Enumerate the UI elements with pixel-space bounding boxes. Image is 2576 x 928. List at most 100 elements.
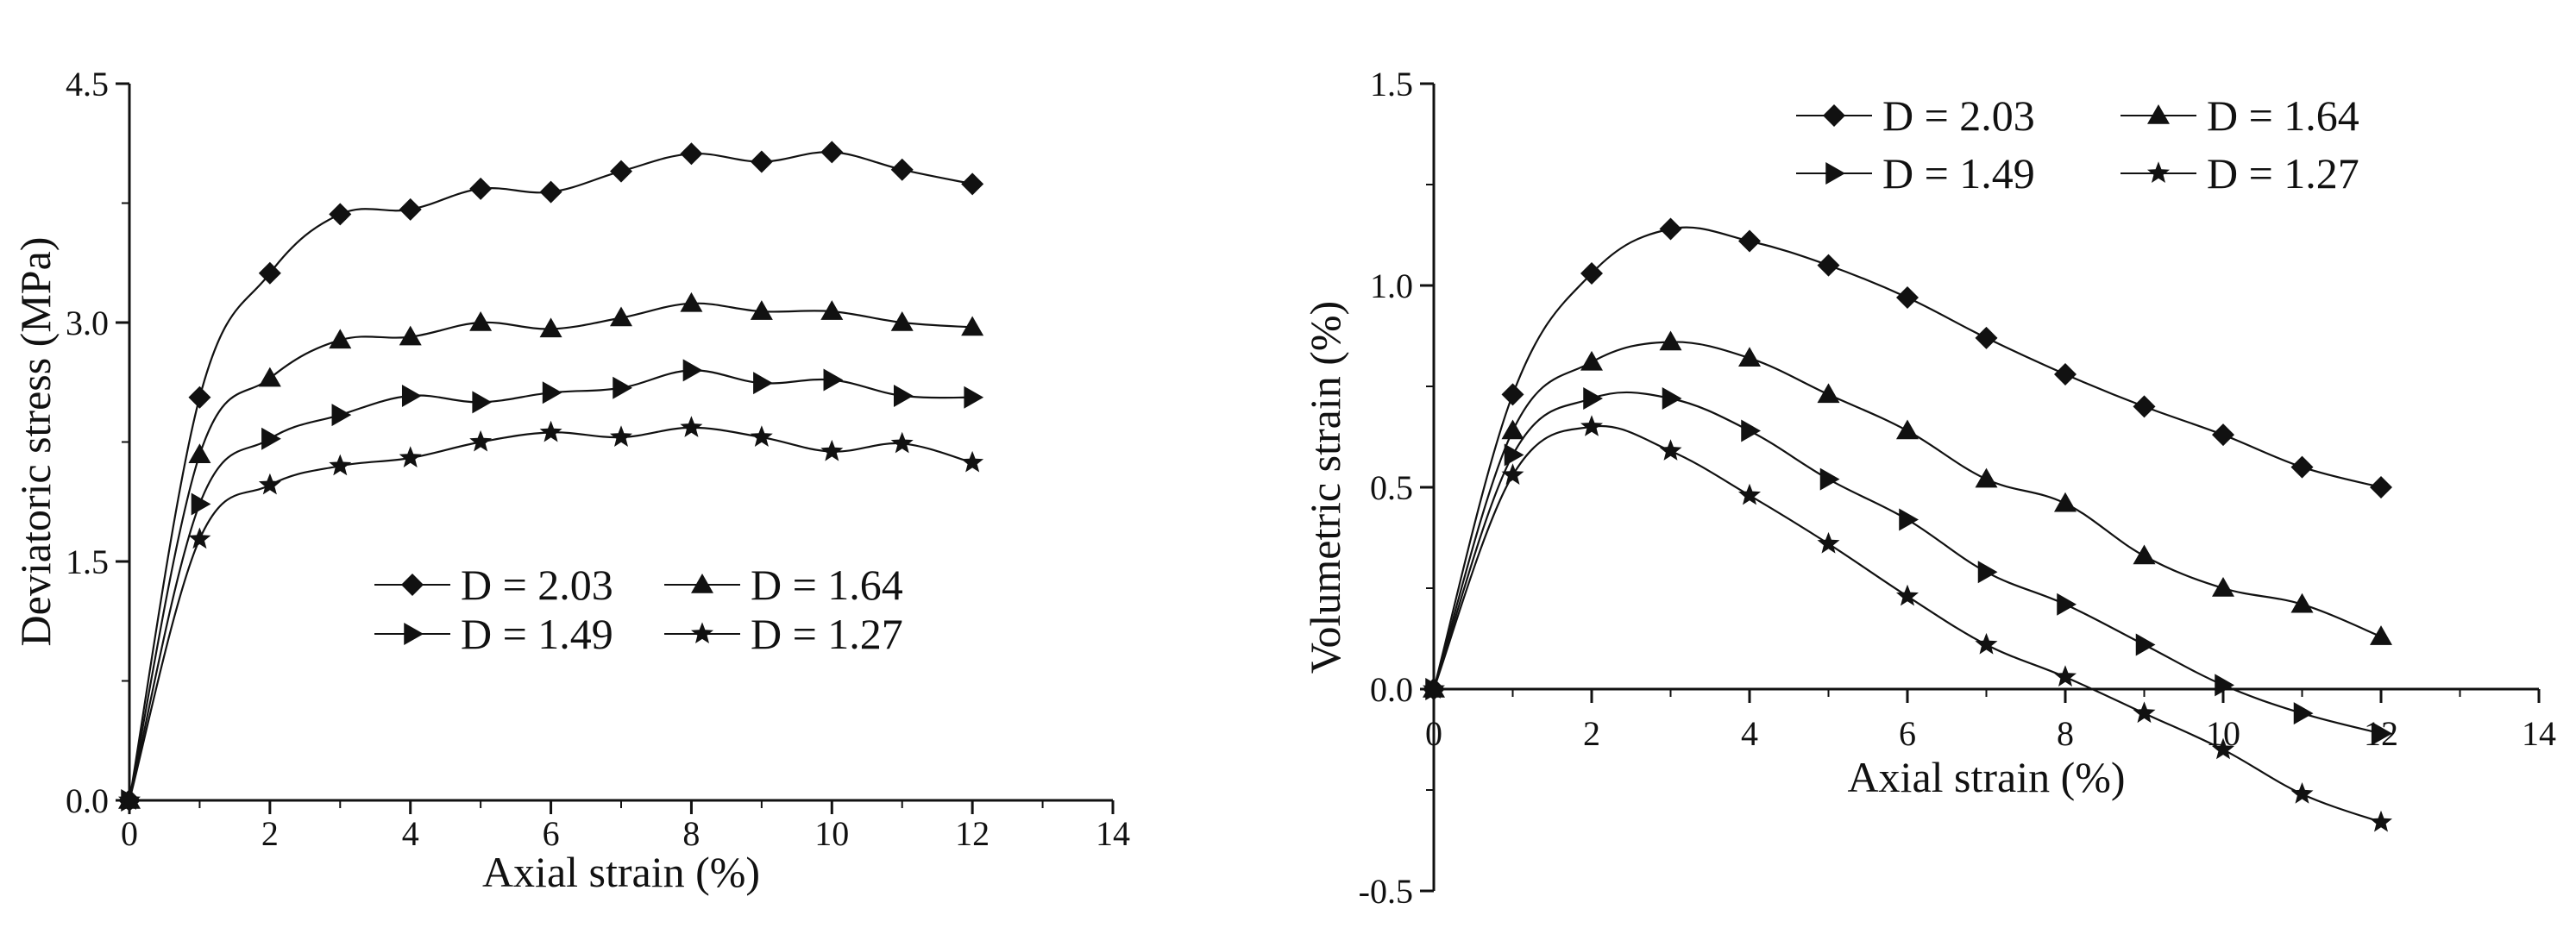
x-tick-label: 2 xyxy=(1583,714,1600,753)
data-point xyxy=(961,450,984,473)
data-point xyxy=(188,386,211,409)
data-point xyxy=(2133,544,2156,565)
legend-label: D = 1.49 xyxy=(1882,149,2035,198)
data-point xyxy=(329,203,352,226)
legend: D = 2.03 D = 1.64 D = 1.49 D = 1.27 xyxy=(374,561,903,658)
data-point xyxy=(2054,362,2077,386)
data-point xyxy=(539,180,562,204)
data-point xyxy=(2370,810,2392,832)
data-point xyxy=(823,368,844,392)
data-point xyxy=(469,311,493,331)
data-point xyxy=(399,446,422,467)
data-point xyxy=(2293,702,2314,725)
data-point xyxy=(1817,531,1840,554)
data-point xyxy=(1975,467,1998,488)
data-point xyxy=(472,391,493,414)
data-point xyxy=(753,372,773,395)
data-point xyxy=(610,306,632,327)
data-point xyxy=(893,384,914,407)
data-point xyxy=(118,788,141,810)
series-3 xyxy=(121,359,984,812)
y-tick-label: 0.0 xyxy=(1370,670,1413,709)
x-axis-title: Axial strain (%) xyxy=(482,848,760,896)
data-point xyxy=(610,160,632,183)
data-point xyxy=(1977,561,1998,584)
data-point xyxy=(401,384,422,407)
data-point xyxy=(2057,593,2077,616)
series-1 xyxy=(118,141,984,812)
data-point xyxy=(1741,419,1761,442)
x-tick-label: 2 xyxy=(261,814,279,853)
x-axis-title: Axial strain (%) xyxy=(1847,753,2125,801)
data-point xyxy=(1501,383,1524,406)
data-point xyxy=(680,416,703,437)
legend-marker xyxy=(404,623,424,645)
data-point xyxy=(1501,463,1524,485)
data-point xyxy=(682,359,703,382)
legend-item: D = 1.49 xyxy=(1796,149,2035,198)
data-point xyxy=(1423,677,1445,699)
data-point xyxy=(750,300,773,320)
series-line xyxy=(1432,341,2382,690)
data-point xyxy=(1580,350,1603,371)
y-axis-title: Deviatoric stress (MPa) xyxy=(11,237,60,647)
data-point xyxy=(1659,439,1682,461)
data-point xyxy=(1738,483,1761,505)
data-point xyxy=(820,439,844,461)
data-point xyxy=(469,177,493,200)
data-point xyxy=(890,431,914,454)
series-line xyxy=(128,151,973,801)
data-point xyxy=(961,172,984,196)
data-point xyxy=(613,376,632,399)
data-point xyxy=(2290,782,2314,804)
legend-label: D = 1.49 xyxy=(461,610,613,658)
data-point xyxy=(1501,419,1524,440)
legend-label: D = 1.64 xyxy=(2207,91,2359,140)
legend-item: D = 1.64 xyxy=(2120,91,2359,140)
x-tick-label: 0 xyxy=(121,814,138,853)
data-point xyxy=(1975,326,1998,349)
legend-marker xyxy=(1823,104,1845,127)
data-point xyxy=(2370,625,2392,645)
legend-marker xyxy=(691,574,713,593)
series-4 xyxy=(1423,415,2392,832)
legend-label: D = 1.27 xyxy=(2207,149,2359,198)
x-tick-label: 8 xyxy=(2057,714,2074,753)
data-point xyxy=(399,198,422,221)
y-tick-label: 1.0 xyxy=(1370,266,1413,305)
data-point xyxy=(1975,632,1998,655)
data-point xyxy=(469,430,493,452)
data-point xyxy=(2212,577,2234,597)
y-tick-label: 1.5 xyxy=(1370,65,1413,103)
legend-item: D = 1.49 xyxy=(374,610,613,658)
legend-item: D = 1.27 xyxy=(2120,149,2359,198)
data-point xyxy=(542,381,562,404)
legend-label: D = 1.27 xyxy=(751,610,903,658)
data-point xyxy=(329,454,352,476)
data-point xyxy=(2054,492,2077,512)
data-point xyxy=(890,158,914,181)
legend-label: D = 1.64 xyxy=(751,561,903,609)
x-tick-label: 4 xyxy=(402,814,419,853)
chart-1: 0.0 1.5 3.0 4.5 0 2 4 6 8 10 12 14 Axial strain (%) D… xyxy=(11,65,1130,896)
data-point xyxy=(2215,674,2234,697)
data-point xyxy=(539,317,562,338)
data-point xyxy=(258,367,281,387)
series-4 xyxy=(118,416,984,810)
series-line xyxy=(1432,226,2382,690)
x-tick-label: 4 xyxy=(1741,714,1758,753)
data-point xyxy=(188,443,211,464)
data-point xyxy=(1659,217,1682,241)
legend-marker xyxy=(691,622,713,643)
data-point xyxy=(964,386,984,409)
data-point xyxy=(1738,229,1761,253)
y-tick-label: 1.5 xyxy=(66,542,109,581)
data-point xyxy=(2290,593,2314,613)
legend-marker xyxy=(2147,104,2170,124)
data-point xyxy=(1580,261,1603,285)
legend-label: D = 2.03 xyxy=(461,561,613,609)
data-point xyxy=(2133,395,2156,418)
legend-marker xyxy=(2147,161,2170,183)
